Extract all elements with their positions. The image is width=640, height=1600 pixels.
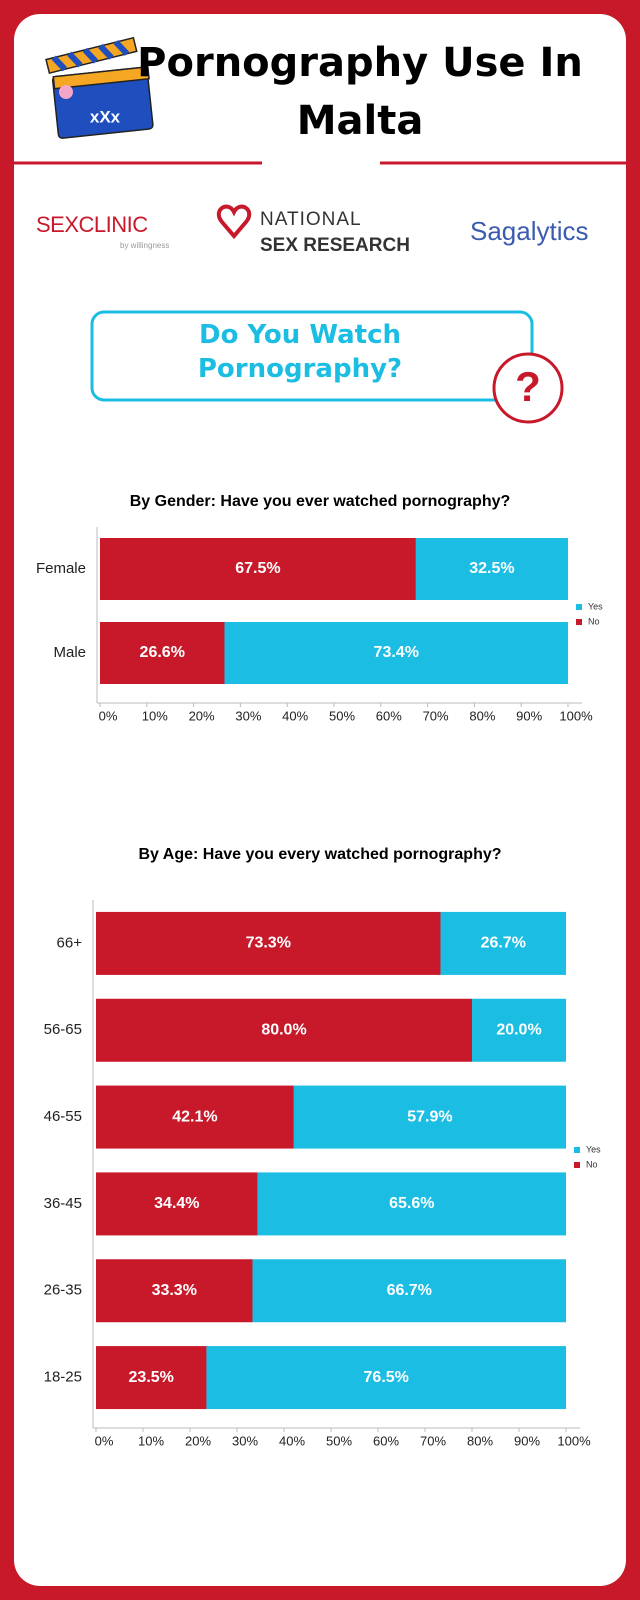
y-tick-label: Female [36, 560, 86, 577]
value-label: 34.4% [154, 1195, 199, 1212]
value-label: 57.9% [407, 1108, 452, 1125]
bar-segment [472, 998, 566, 1062]
x-tick-label: 20% [185, 1433, 211, 1448]
bar-segment [415, 538, 568, 600]
value-label: 73.4% [374, 644, 419, 661]
logo-tagline: by willingness [120, 241, 169, 250]
x-tick-label: 20% [189, 708, 215, 723]
value-label: 23.5% [129, 1369, 174, 1386]
value-label: 80.0% [261, 1021, 306, 1038]
value-label: 33.3% [152, 1282, 197, 1299]
legend-swatch [574, 1147, 580, 1153]
x-tick-label: 10% [138, 1433, 164, 1448]
question-mark: ? [515, 363, 541, 410]
x-tick-label: 10% [142, 708, 168, 723]
bar-segment [96, 1259, 253, 1323]
x-tick-label: 90% [516, 708, 542, 723]
page-title: Pornography Use In Malta [137, 40, 583, 144]
bar-segment [96, 1346, 207, 1410]
x-tick-label: 80% [469, 708, 495, 723]
bar-segment [224, 622, 568, 684]
y-tick-label: Male [53, 644, 86, 661]
value-label: 26.6% [140, 644, 185, 661]
value-label: 65.6% [389, 1195, 434, 1212]
legend-swatch [576, 619, 582, 625]
bar-segment [100, 622, 225, 684]
x-tick-label: 50% [329, 708, 355, 723]
x-tick-label: 70% [423, 708, 449, 723]
chart-title: By Age: Have you every watched pornograp… [138, 846, 501, 863]
x-tick-label: 50% [326, 1433, 352, 1448]
value-label: 73.3% [246, 935, 291, 952]
chart-title: By Gender: Have you ever watched pornogr… [130, 493, 511, 510]
legend-label: No [588, 616, 600, 626]
x-tick-label: 100% [557, 1433, 591, 1448]
value-label: 20.0% [496, 1021, 541, 1038]
y-tick-label: 26-35 [44, 1282, 82, 1299]
bar-segment [96, 1085, 294, 1149]
heart-icon [216, 204, 252, 240]
value-label: 32.5% [469, 560, 514, 577]
bar-segment [252, 1259, 566, 1323]
bar-segment [206, 1346, 566, 1410]
logo-sagalytics: Sagalytics [470, 216, 589, 246]
bar-segment [100, 538, 416, 600]
legend-label: No [586, 1159, 598, 1169]
y-tick-label: 66+ [57, 934, 83, 951]
x-tick-label: 40% [282, 708, 308, 723]
value-label: 42.1% [172, 1108, 217, 1125]
bar-segment [257, 1172, 566, 1236]
logo-national: SEX RESEARCH [260, 235, 410, 256]
legend-swatch [574, 1162, 580, 1168]
bar-segment [96, 1172, 258, 1236]
y-tick-label: 46-55 [44, 1108, 82, 1125]
y-tick-label: 18-25 [44, 1369, 82, 1386]
x-tick-label: 30% [232, 1433, 258, 1448]
bar-segment [440, 911, 566, 975]
x-tick-label: 0% [99, 708, 118, 723]
logo-national: NATIONAL [260, 209, 362, 230]
x-tick-label: 0% [95, 1433, 114, 1448]
value-label: 76.5% [364, 1369, 409, 1386]
card [14, 14, 626, 1586]
bar-segment [96, 998, 472, 1062]
x-tick-label: 30% [235, 708, 261, 723]
question-icon [492, 352, 564, 424]
question-text: Do You Watch Pornography? [197, 320, 403, 384]
x-tick-label: 100% [559, 708, 593, 723]
y-tick-label: 56-65 [44, 1021, 82, 1038]
bar-segment [96, 911, 441, 975]
x-tick-label: 40% [279, 1433, 305, 1448]
value-label: 26.7% [481, 935, 526, 952]
x-tick-label: 60% [373, 1433, 399, 1448]
legend-label: Yes [588, 601, 603, 611]
legend-swatch [576, 604, 582, 610]
value-label: 66.7% [387, 1282, 432, 1299]
value-label: 67.5% [235, 560, 280, 577]
x-tick-label: 60% [376, 708, 402, 723]
y-tick-label: 36-45 [44, 1195, 82, 1212]
x-tick-label: 80% [467, 1433, 493, 1448]
x-tick-label: 70% [420, 1433, 446, 1448]
icon-text: xXx [90, 107, 121, 126]
x-tick-label: 90% [514, 1433, 540, 1448]
legend-label: Yes [586, 1144, 601, 1154]
bar-segment [293, 1085, 566, 1149]
clapperboard-icon: xXx [45, 36, 154, 139]
logo-sexclinic: SEXCLINIC [36, 212, 148, 237]
